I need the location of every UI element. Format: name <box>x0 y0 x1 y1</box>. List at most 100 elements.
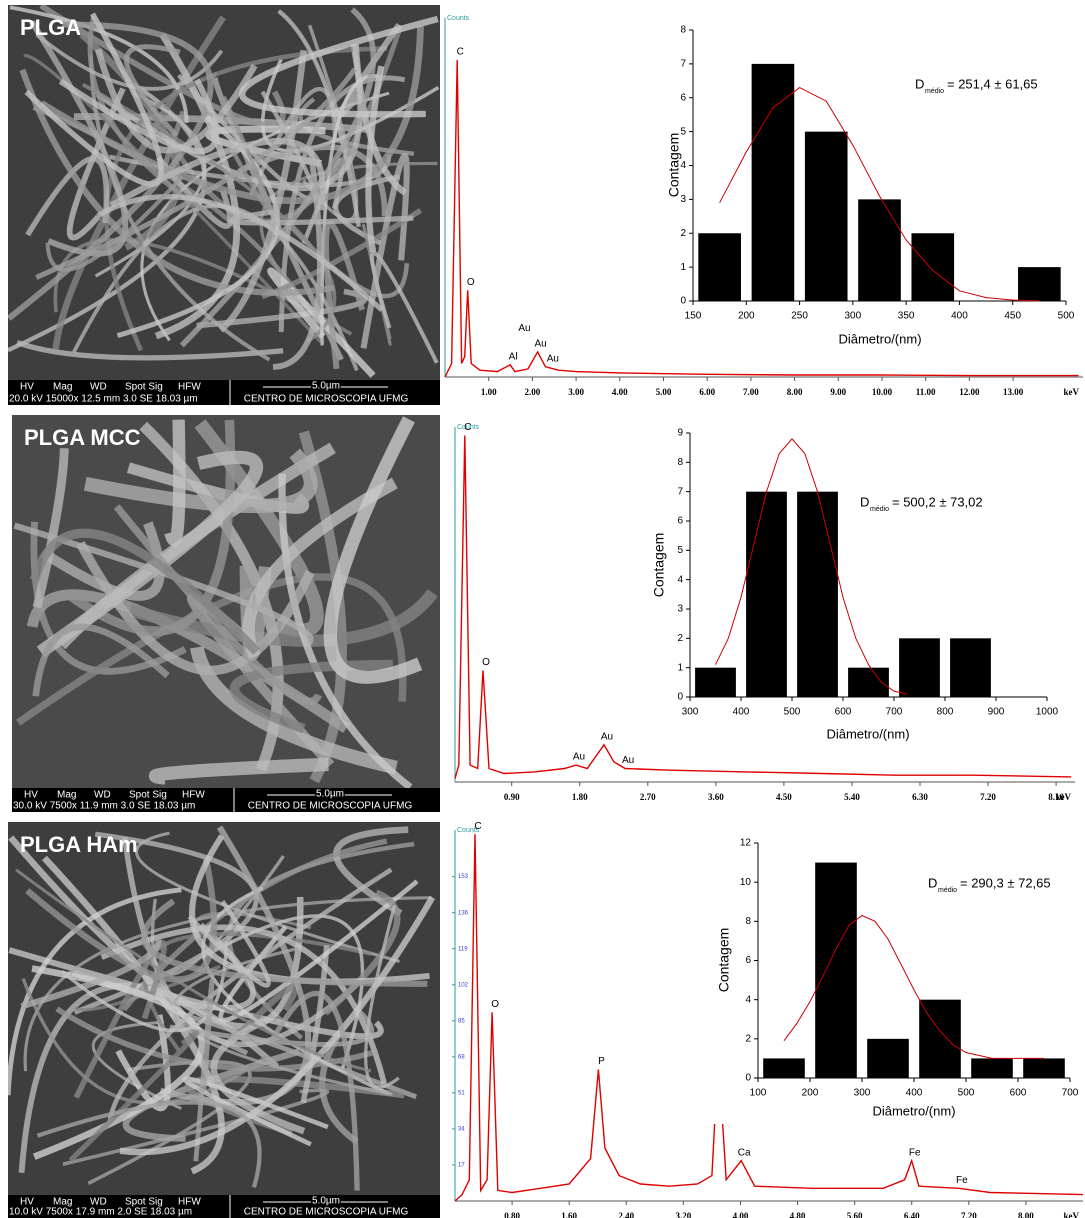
fiber <box>268 990 360 1191</box>
sem-header: HFW <box>178 382 201 393</box>
fiber <box>83 448 318 513</box>
x-tick-label: 500 <box>784 707 801 718</box>
y-axis-label: Counts <box>447 15 470 22</box>
x-tick-label: 13.00 <box>1003 387 1024 397</box>
fiber <box>13 522 314 646</box>
sem-header: Spot Sig <box>125 1197 163 1208</box>
x-tick-label: 400 <box>906 1088 923 1099</box>
x-axis-label: keV <box>1064 1211 1080 1218</box>
sem-lab: CENTRO DE MICROSCOPIA UFMG <box>244 1207 409 1218</box>
annotation-text: = 500,2 ± 73,02 <box>892 494 983 509</box>
x-tick-label: 700 <box>886 707 903 718</box>
fiber <box>323 220 365 370</box>
fiber <box>29 528 261 655</box>
fit-curve <box>719 87 1040 302</box>
x-tick-label: 8.00 <box>1018 1211 1034 1218</box>
bar <box>763 1058 805 1078</box>
fiber <box>135 831 400 964</box>
x-tick-label: 400 <box>951 311 968 322</box>
fiber <box>119 895 436 1156</box>
fiber <box>115 1014 171 1112</box>
bar <box>950 638 991 697</box>
y-tick-label: 3 <box>680 194 686 205</box>
inset-background <box>648 425 1059 747</box>
annotation-subscript: médio <box>925 88 944 95</box>
x-tick-label: 1000 <box>1036 707 1059 718</box>
fiber <box>19 68 335 296</box>
fiber <box>8 887 182 1096</box>
annotation-text: = 251,4 ± 61,65 <box>947 76 1038 91</box>
y-tick-label: 12 <box>740 838 752 849</box>
fiber <box>272 150 323 370</box>
x-tick-label: 7.20 <box>961 1211 977 1218</box>
fit-curve <box>715 438 907 695</box>
peak-label: Fe <box>956 1175 968 1186</box>
spectrum-line <box>454 435 1072 779</box>
x-tick-label: 500 <box>1058 311 1075 322</box>
sem-header: Spot Sig <box>125 382 163 393</box>
y-tick-label: 85 <box>458 1018 465 1024</box>
y-tick-label: 6 <box>745 955 751 966</box>
panel-label: PLGA HAm <box>20 832 138 857</box>
peak-label: Ca <box>738 1147 751 1158</box>
bar <box>1023 1058 1065 1078</box>
x-tick-label: 2.00 <box>525 387 541 397</box>
fiber <box>58 78 219 155</box>
x-tick-label: 10.00 <box>872 387 893 397</box>
fiber <box>8 21 214 321</box>
x-tick-label: 12.00 <box>959 387 980 397</box>
y-axis-label: Counts <box>457 424 480 431</box>
y-axis-label: Counts <box>457 827 480 834</box>
x-axis-label: Diâmetro/(nm) <box>872 1103 955 1118</box>
x-axis-label: Diâmetro/(nm) <box>838 331 921 346</box>
peak-label: O <box>467 277 475 288</box>
x-tick-label: 800 <box>937 707 954 718</box>
peak-label: C <box>474 821 481 832</box>
y-tick-label: 5 <box>680 126 686 137</box>
x-tick-label: 200 <box>802 1088 819 1099</box>
x-tick-label: 300 <box>682 707 699 718</box>
bar <box>804 131 848 301</box>
fiber <box>15 868 372 1073</box>
x-tick-label: 8.00 <box>787 387 803 397</box>
sem-image <box>8 5 440 380</box>
fiber <box>68 1030 200 1163</box>
fiber <box>25 858 217 983</box>
x-tick-label: 700 <box>1062 1088 1079 1099</box>
peak-label: Au <box>547 353 559 364</box>
fiber <box>333 174 401 246</box>
x-tick-label: 3.20 <box>675 1211 691 1218</box>
scale-label: 5.0µm <box>316 789 344 800</box>
y-tick-label: 17 <box>458 1163 465 1169</box>
x-tick-label: 4.00 <box>612 387 628 397</box>
sem-header: WD <box>90 1197 107 1208</box>
bar <box>1018 267 1061 301</box>
x-tick-label: 4.00 <box>733 1211 749 1218</box>
fiber <box>370 251 439 364</box>
x-tick-label: 8.10 <box>1048 792 1064 802</box>
sem-lab: CENTRO DE MICROSCOPIA UFMG <box>248 801 413 812</box>
sem-image <box>12 415 440 788</box>
fiber <box>64 419 236 636</box>
bar <box>815 862 857 1078</box>
y-tick-label: 6 <box>677 516 683 527</box>
scale-label: 5.0µm <box>312 381 340 392</box>
fiber <box>140 898 428 987</box>
bar <box>698 233 741 301</box>
y-tick-label: 68 <box>458 1054 465 1060</box>
sem-header: HV <box>24 790 38 801</box>
fiber <box>193 978 215 1162</box>
fiber <box>32 623 170 697</box>
fiber <box>20 939 162 1010</box>
sem-header: WD <box>90 382 107 393</box>
sem-info-bar <box>8 1195 440 1218</box>
y-tick-label: 8 <box>745 916 751 927</box>
fiber <box>323 889 401 1016</box>
bar <box>858 199 901 301</box>
fiber <box>36 450 263 658</box>
fiber <box>96 194 384 312</box>
peak-label: O <box>491 999 499 1010</box>
peak-label: Al <box>509 351 518 362</box>
x-tick-label: 2.40 <box>618 1211 634 1218</box>
